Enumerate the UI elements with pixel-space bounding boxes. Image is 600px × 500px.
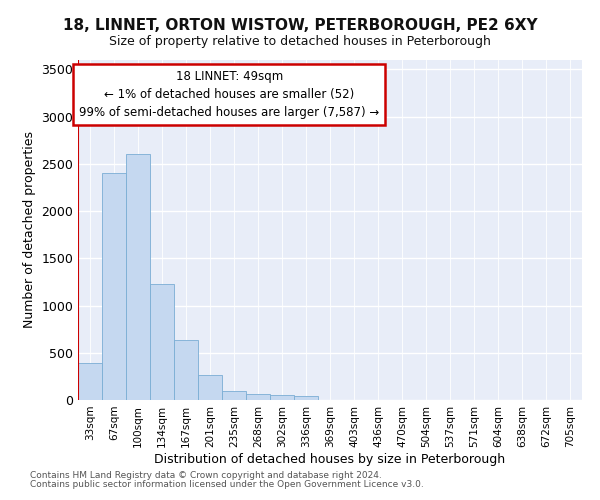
X-axis label: Distribution of detached houses by size in Peterborough: Distribution of detached houses by size … <box>154 452 506 466</box>
Text: 18, LINNET, ORTON WISTOW, PETERBOROUGH, PE2 6XY: 18, LINNET, ORTON WISTOW, PETERBOROUGH, … <box>62 18 538 32</box>
Bar <box>246 394 270 400</box>
Bar <box>294 396 318 400</box>
Text: Contains HM Land Registry data © Crown copyright and database right 2024.: Contains HM Land Registry data © Crown c… <box>30 471 382 480</box>
Text: Contains public sector information licensed under the Open Government Licence v3: Contains public sector information licen… <box>30 480 424 489</box>
Text: Size of property relative to detached houses in Peterborough: Size of property relative to detached ho… <box>109 35 491 48</box>
Bar <box>126 154 150 400</box>
Bar <box>198 376 222 400</box>
Bar <box>102 174 126 400</box>
Bar <box>78 363 102 400</box>
Bar <box>270 395 294 400</box>
Text: 18 LINNET: 49sqm
← 1% of detached houses are smaller (52)
99% of semi-detached h: 18 LINNET: 49sqm ← 1% of detached houses… <box>79 70 379 119</box>
Bar <box>222 391 246 400</box>
Bar <box>150 284 174 400</box>
Y-axis label: Number of detached properties: Number of detached properties <box>23 132 36 328</box>
Bar <box>174 340 198 400</box>
